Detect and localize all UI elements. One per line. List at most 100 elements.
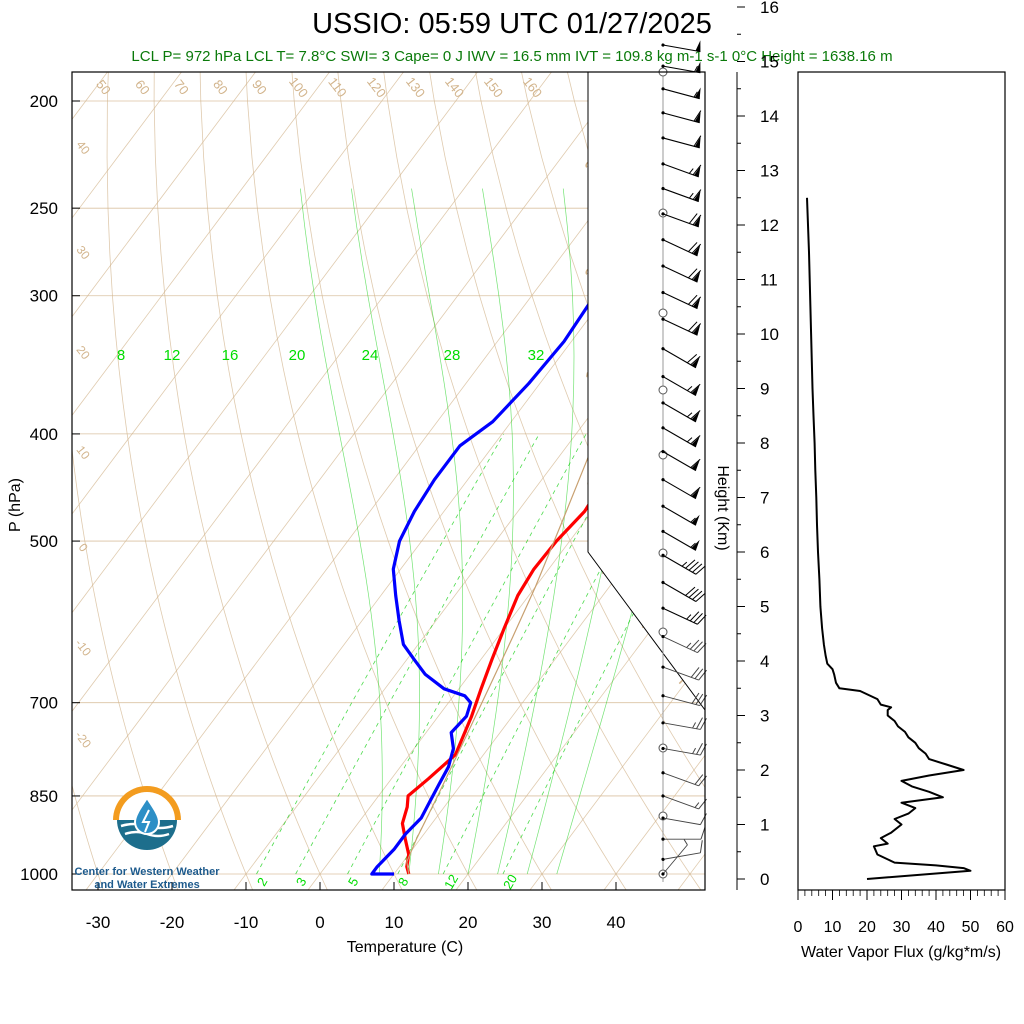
moist-adiabat-label: 32 [528, 347, 545, 364]
isotherm-line [85, 72, 701, 890]
x-axis-label: Temperature (C) [347, 939, 463, 956]
isotherm-line [455, 557, 705, 890]
wind-barb [661, 826, 706, 841]
dry-adiabat-line [72, 783, 104, 890]
dry-adiabat-line [429, 72, 705, 789]
height-tick-label: 16 [760, 0, 779, 17]
height-tick-label: 6 [760, 543, 769, 562]
theta-label: 140 [442, 74, 467, 100]
theta-label: 160 [520, 74, 545, 100]
isotherm-line [159, 162, 705, 890]
height-marker [658, 548, 668, 558]
p-tick-label: 1000 [20, 865, 58, 884]
height-tick-label: 1 [760, 816, 769, 835]
mixing-ratio-line [347, 433, 587, 875]
x-tick-label: -10 [234, 913, 259, 932]
flux-x-tick-label: 10 [824, 919, 842, 936]
height-tick-label: 14 [760, 107, 779, 126]
x-tick-label: -20 [160, 913, 185, 932]
p-tick-label: 850 [30, 787, 58, 806]
p-tick-label: 300 [30, 287, 58, 306]
mixing-ratio-line [256, 433, 505, 875]
dry-adiabat-line [337, 72, 627, 890]
height-tick-label: 9 [760, 380, 769, 399]
mixing-ratio-label: 3 [293, 875, 310, 889]
dry-adiabat-line [787, 0, 1024, 897]
moist-adiabat-label: 28 [444, 347, 461, 364]
wind-barb [661, 162, 702, 178]
mixing-ratio-label: 5 [345, 875, 362, 889]
wind-barb [661, 40, 701, 53]
left-axis-label: 10 [74, 443, 93, 462]
wind-barb [661, 839, 688, 876]
moist-adiabat-line [467, 188, 514, 875]
wind-barb [661, 290, 702, 310]
height-marker [658, 385, 668, 395]
logo-line-1: Center for Western Weather [74, 866, 220, 878]
isotherm-line [677, 853, 705, 890]
dry-adiabat-line [711, 0, 1024, 897]
temperature-curve [400, 349, 705, 875]
skew-t-frame [71, 71, 706, 891]
dry-adiabat-line [245, 72, 478, 890]
wind-barb [661, 449, 701, 472]
isotherm-line [72, 72, 331, 416]
isotherm-line [72, 72, 405, 515]
isotherm-line [529, 655, 705, 890]
height-tick-label: 0 [760, 870, 769, 889]
wind-barb [661, 87, 701, 100]
left-axis-label: 30 [74, 243, 93, 262]
mixing-ratio-label: 12 [441, 872, 461, 892]
logo-line-2: and Water Extremes [94, 879, 199, 891]
isotherm-line [72, 72, 479, 614]
isotherm-line [72, 72, 553, 712]
moist-adiabat-line [351, 188, 420, 875]
wind-barb [661, 553, 706, 575]
height-tick-label: 4 [760, 652, 769, 671]
dry-adiabat-line [749, 0, 1024, 897]
flux-curve [806, 197, 972, 880]
left-axis-label: -10 [72, 636, 94, 659]
height-tick-label: 2 [760, 761, 769, 780]
moist-adiabat-line [411, 188, 464, 875]
theta-label: 90 [249, 77, 270, 98]
moist-adiabat-label: 12 [164, 347, 181, 364]
flux-x-tick-label: 0 [794, 919, 803, 936]
dry-adiabat-line [672, 0, 1024, 897]
wind-barb [661, 212, 702, 228]
wind-barb [661, 665, 707, 681]
wind-barb [661, 401, 701, 423]
dry-adiabat-line [383, 72, 702, 890]
moist-adiabat-line [497, 188, 575, 875]
isotherm-line [72, 72, 108, 120]
dry-adiabat-line [291, 72, 552, 890]
flux-x-tick-label: 30 [893, 919, 911, 936]
dry-adiabat-line [199, 72, 403, 890]
mixing-ratio-label: 2 [254, 875, 271, 889]
mixing-ratio-line [502, 473, 705, 875]
theta-label: 150 [481, 74, 506, 100]
moist-adiabat-label: 24 [362, 347, 379, 364]
wind-barb [661, 317, 702, 336]
left-axis-label: -20 [72, 728, 94, 751]
dry-adiabat-line [153, 72, 328, 890]
height-marker [658, 308, 668, 318]
wind-barb [661, 264, 702, 283]
wind-barb [661, 374, 701, 397]
theta-label: 130 [403, 74, 428, 100]
isotherm-line [307, 359, 705, 890]
height-axis-label: Height (Km) [714, 465, 731, 550]
upper-right-mask [588, 72, 705, 710]
x-tick-label: 0 [315, 913, 324, 932]
theta-label: 80 [210, 77, 231, 98]
x-tick-label: 30 [533, 913, 552, 932]
p-tick-label: 250 [30, 199, 58, 218]
wind-barb [661, 813, 707, 826]
flux-x-tick-label: 40 [927, 919, 945, 936]
theta-label: 100 [286, 74, 311, 100]
y-axis-label: P (hPa) [7, 478, 24, 532]
wind-barb [661, 135, 702, 149]
height-tick-label: 10 [760, 325, 779, 344]
wind-barb [661, 478, 701, 500]
